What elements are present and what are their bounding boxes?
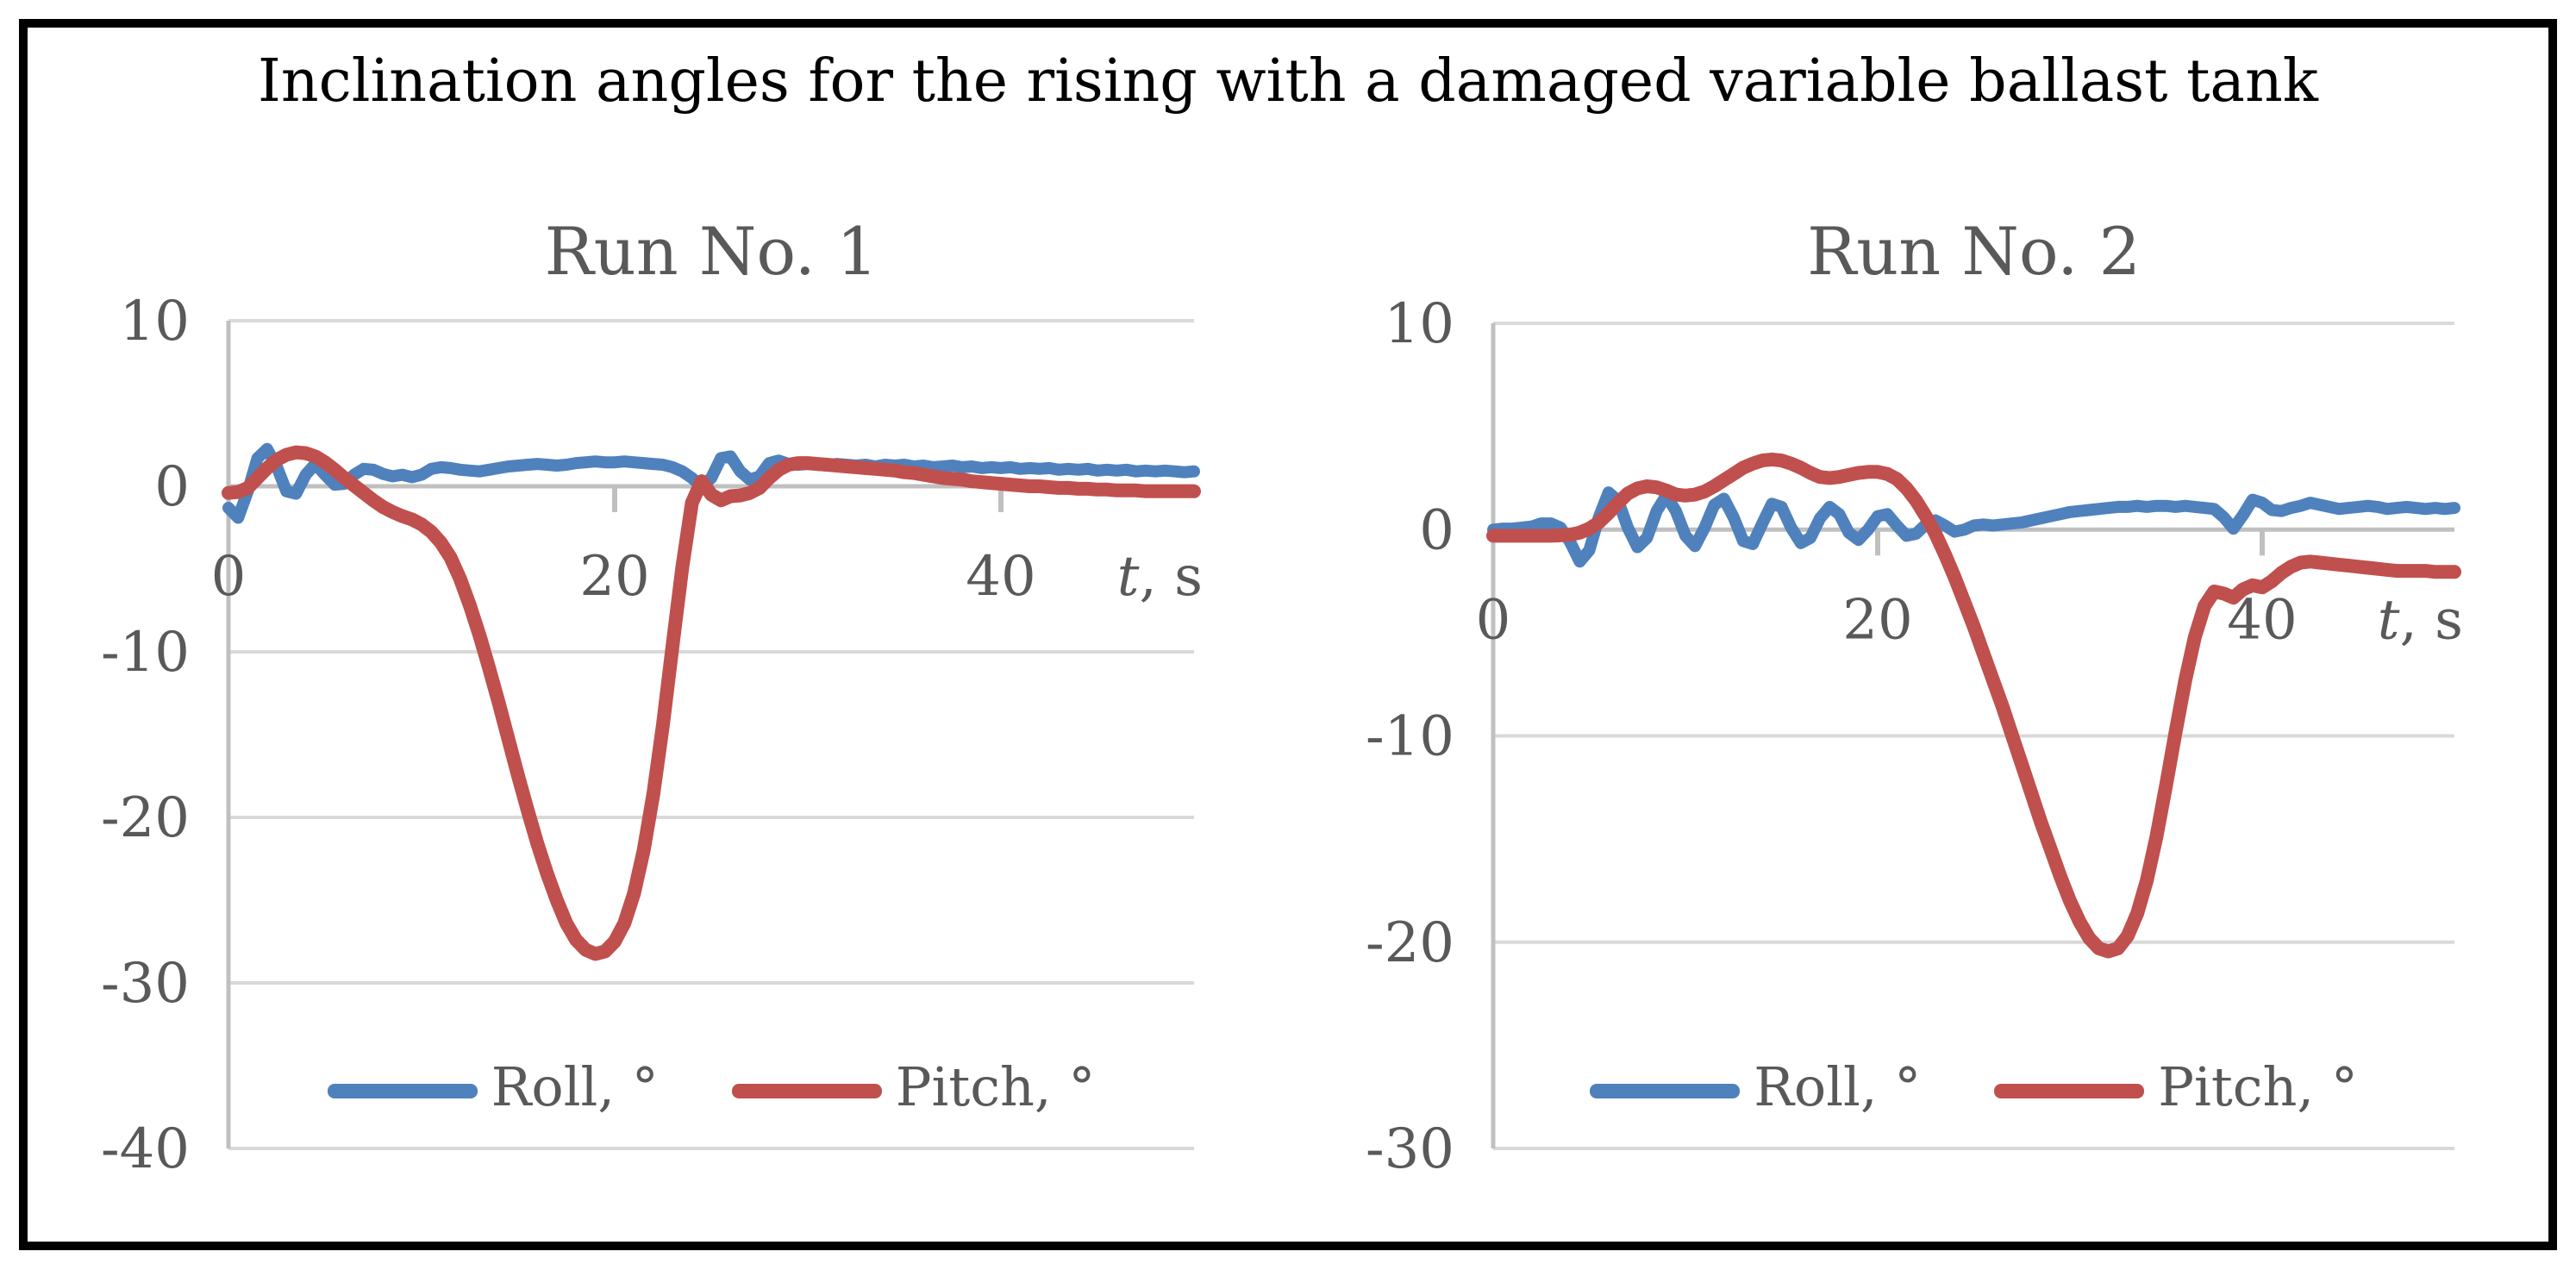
x-axis-title: t, s [1117, 545, 1203, 609]
roll-line-sample [1590, 1083, 1741, 1098]
series-line-roll [222, 442, 1200, 524]
y-tick-label: -30 [1366, 1117, 1454, 1181]
legend-item-pitch: Pitch, ° [1994, 1061, 2358, 1121]
y-tick-label: -30 [101, 952, 190, 1016]
chart-panel-run-1: Run No. 1 10 0 -10 -20 -30 -40 0 20 40 t, s Roll,… [69, 198, 1276, 1242]
y-tick-label: -40 [101, 1117, 190, 1181]
y-tick-label: -10 [1366, 705, 1454, 769]
legend-item-pitch: Pitch, ° [731, 1055, 1096, 1121]
series-line-roll [1487, 486, 2460, 568]
legend: Roll, ° Pitch, ° [1493, 1061, 2454, 1121]
x-tick-label: 0 [1476, 588, 1511, 652]
y-tick-label: -10 [101, 621, 190, 685]
legend-label-roll: Roll, ° [491, 1055, 659, 1118]
pitch-line-sample [731, 1083, 882, 1098]
legend-label-pitch: Pitch, ° [895, 1055, 1096, 1118]
chart-panel-run-2: Run No. 2 10 0 -10 -20 -30 0 20 40 t, s Roll, ° … [1336, 198, 2543, 1242]
y-tick-label: -20 [101, 786, 190, 850]
legend: Roll, ° Pitch, ° [228, 1061, 1194, 1121]
legend-label-roll: Roll, ° [1754, 1055, 1922, 1118]
figure-border [19, 19, 2557, 1250]
series-line-pitch [222, 445, 1201, 961]
chart-title: Run No. 2 [1807, 213, 2141, 290]
y-tick-label: 0 [1419, 498, 1454, 562]
figure-title: Inclination angles for the rising with a… [258, 47, 2318, 116]
legend-item-roll: Roll, ° [1590, 1061, 1921, 1121]
y-tick-label: 10 [1385, 293, 1454, 356]
legend-item-roll: Roll, ° [327, 1055, 659, 1121]
y-tick-label: -20 [1366, 911, 1454, 975]
y-tick-label: 0 [154, 455, 190, 519]
x-tick-label: 40 [966, 545, 1035, 609]
x-tick-label: 20 [579, 545, 649, 609]
x-tick-label: 20 [1842, 588, 1912, 652]
roll-line-sample [327, 1083, 478, 1098]
chart-canvas-run-1: 10 0 -10 -20 -30 -40 0 20 40 t, s [101, 293, 1203, 1181]
pitch-line-sample [1994, 1083, 2145, 1098]
legend-label-pitch: Pitch, ° [2158, 1055, 2358, 1118]
y-tick-label: 10 [120, 293, 190, 354]
chart-canvas-run-2: 100-10-20-300 20 40 t, s [1366, 293, 2463, 1181]
series-line-pitch [1486, 452, 2461, 959]
x-axis-title: t, s [2378, 588, 2463, 652]
chart-title: Run No. 1 [544, 213, 878, 290]
x-tick-label: 0 [211, 545, 247, 609]
